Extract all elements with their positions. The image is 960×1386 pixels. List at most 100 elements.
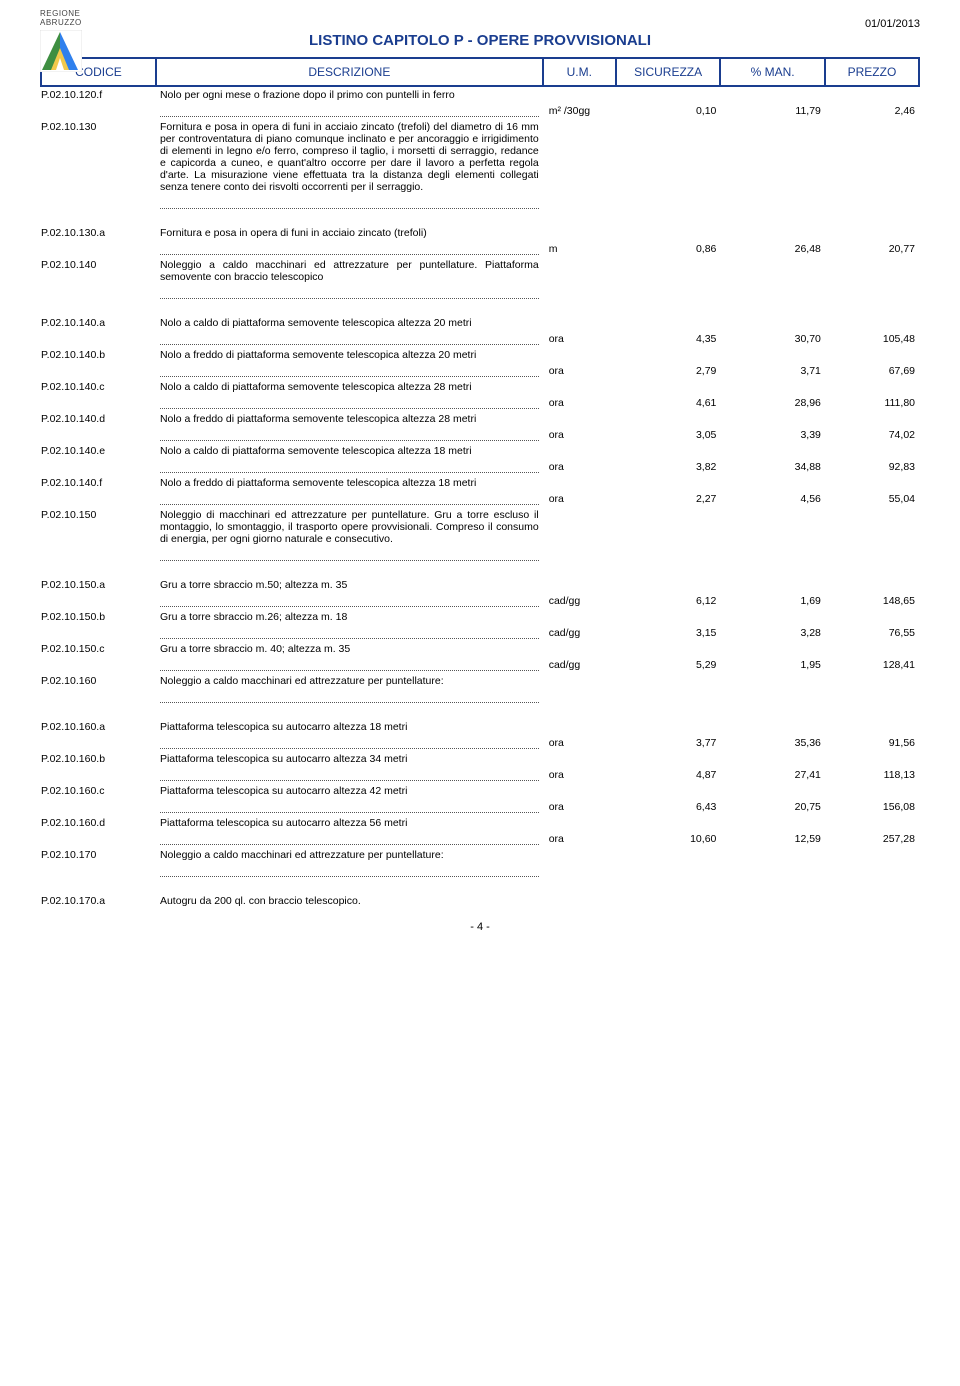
cell-sicurezza: 4,87 [616,767,721,783]
cell-prezzo: 128,41 [825,657,919,673]
table-header-row: CODICE DESCRIZIONE U.M. SICUREZZA % MAN.… [41,58,919,86]
cell-man [720,547,825,563]
cell-desc: Nolo a freddo di piattaforma semovente t… [156,411,543,427]
cell-um: ora [543,395,616,411]
cell-code: P.02.10.140.f [41,475,156,491]
cell-um: cad/gg [543,593,616,609]
cell-sicurezza: 10,60 [616,831,721,847]
table-value-row [41,285,919,301]
cell-um [543,195,616,211]
cell-desc: Nolo a caldo di piattaforma semovente te… [156,379,543,395]
cell-sicurezza: 3,05 [616,427,721,443]
cell-man [720,285,825,301]
table-row: P.02.10.160.dPiattaforma telescopica su … [41,815,919,831]
page: REGIONE ABRUZZO 01/01/2013 LISTINO CAPIT… [0,0,960,953]
cell-desc: Nolo per ogni mese o frazione dopo il pr… [156,86,543,103]
spacer-row [41,301,919,315]
cell-code: P.02.10.140 [41,257,156,285]
table-value-row [41,547,919,563]
table-row: P.02.10.130Fornitura e posa in opera di … [41,119,919,195]
table-value-row: cad/gg5,291,95128,41 [41,657,919,673]
cell-um: ora [543,427,616,443]
cell-code: P.02.10.150 [41,507,156,547]
cell-desc: Fornitura e posa in opera di funi in acc… [156,225,543,241]
cell-man [720,195,825,211]
cell-prezzo [825,285,919,301]
cell-code: P.02.10.170.a [41,893,156,909]
cell-dots [156,363,543,379]
cell-desc: Noleggio di macchinari ed attrezzature p… [156,507,543,547]
region-flag-icon [40,30,82,72]
table-row: P.02.10.140.bNolo a freddo di piattaform… [41,347,919,363]
cell-desc: Nolo a freddo di piattaforma semovente t… [156,347,543,363]
cell-prezzo: 92,83 [825,459,919,475]
cell-dots [156,593,543,609]
cell-dots [156,195,543,211]
cell-um: ora [543,799,616,815]
cell-man: 30,70 [720,331,825,347]
cell-desc: Noleggio a caldo macchinari ed attrezzat… [156,673,543,689]
table-row: P.02.10.160.cPiattaforma telescopica su … [41,783,919,799]
cell-dots [156,395,543,411]
table-row: P.02.10.150Noleggio di macchinari ed att… [41,507,919,547]
table-row: P.02.10.140.aNolo a caldo di piattaforma… [41,315,919,331]
cell-prezzo: 55,04 [825,491,919,507]
spacer-row [41,705,919,719]
table-value-row: cad/gg3,153,2876,55 [41,625,919,641]
cell-prezzo: 257,28 [825,831,919,847]
cell-prezzo [825,195,919,211]
cell-dots [156,491,543,507]
table-value-row: m0,8626,4820,77 [41,241,919,257]
table-value-row [41,195,919,211]
table-value-row [41,689,919,705]
cell-um: cad/gg [543,657,616,673]
cell-sicurezza [616,863,721,879]
cell-desc: Piattaforma telescopica su autocarro alt… [156,751,543,767]
cell-desc: Piattaforma telescopica su autocarro alt… [156,719,543,735]
cell-prezzo: 20,77 [825,241,919,257]
cell-man: 35,36 [720,735,825,751]
cell-um: ora [543,767,616,783]
cell-code: P.02.10.140.c [41,379,156,395]
cell-prezzo: 118,13 [825,767,919,783]
table-value-row: ora2,274,5655,04 [41,491,919,507]
table-row: P.02.10.140.cNolo a caldo di piattaforma… [41,379,919,395]
cell-um: ora [543,491,616,507]
cell-dots [156,657,543,673]
cell-man: 12,59 [720,831,825,847]
cell-sicurezza: 6,12 [616,593,721,609]
cell-man: 1,95 [720,657,825,673]
cell-man: 1,69 [720,593,825,609]
cell-um: ora [543,735,616,751]
cell-man: 3,28 [720,625,825,641]
cell-sicurezza [616,689,721,705]
cell-dots [156,427,543,443]
cell-um: m [543,241,616,257]
cell-desc: Fornitura e posa in opera di funi in acc… [156,119,543,195]
cell-code: P.02.10.160.c [41,783,156,799]
cell-sicurezza: 6,43 [616,799,721,815]
cell-prezzo: 111,80 [825,395,919,411]
table-row: P.02.10.170.aAutogru da 200 ql. con brac… [41,893,919,909]
table-value-row: cad/gg6,121,69148,65 [41,593,919,609]
table-row: P.02.10.140.eNolo a caldo di piattaforma… [41,443,919,459]
cell-prezzo: 74,02 [825,427,919,443]
cell-man: 28,96 [720,395,825,411]
document-date: 01/01/2013 [40,18,920,30]
cell-code: P.02.10.150.a [41,577,156,593]
table-row: P.02.10.160.aPiattaforma telescopica su … [41,719,919,735]
cell-prezzo: 105,48 [825,331,919,347]
table-value-row: ora3,7735,3691,56 [41,735,919,751]
cell-man [720,689,825,705]
table-row: P.02.10.160Noleggio a caldo macchinari e… [41,673,919,689]
col-sicurezza: SICUREZZA [616,58,721,86]
cell-sicurezza: 2,27 [616,491,721,507]
table-row: P.02.10.150.cGru a torre sbraccio m. 40;… [41,641,919,657]
col-prezzo: PREZZO [825,58,919,86]
table-value-row: ora4,8727,41118,13 [41,767,919,783]
cell-um [543,547,616,563]
cell-man: 4,56 [720,491,825,507]
cell-man: 27,41 [720,767,825,783]
cell-sicurezza: 4,61 [616,395,721,411]
cell-sicurezza: 3,15 [616,625,721,641]
